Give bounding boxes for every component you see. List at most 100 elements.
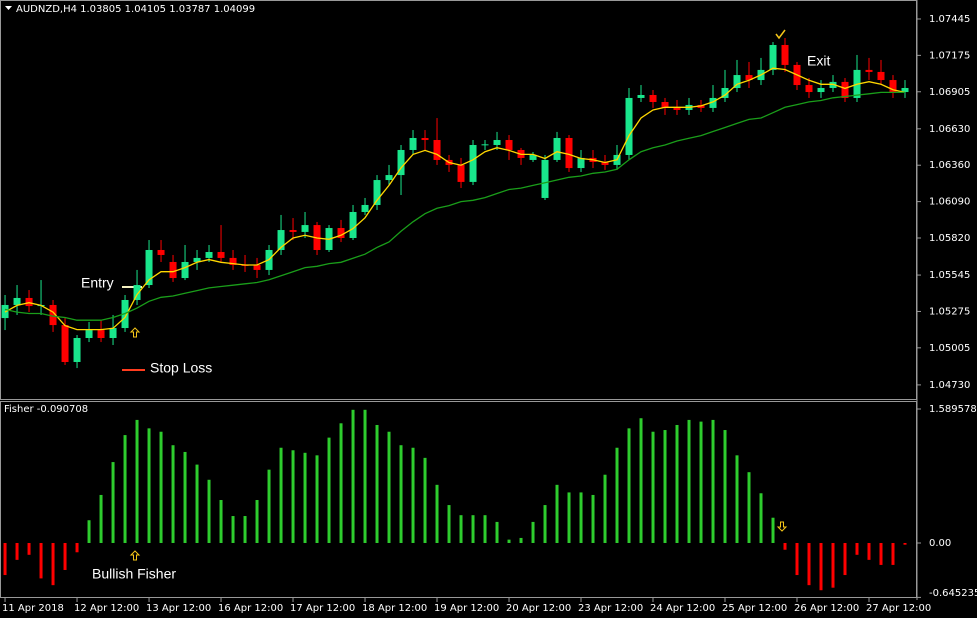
- fisher-bar: [27, 543, 31, 555]
- fisher-bar: [75, 543, 79, 553]
- candle-body: [865, 69, 873, 72]
- candle-body: [733, 75, 741, 88]
- candle-body: [709, 97, 717, 108]
- fisher-bar: [387, 431, 391, 544]
- fisher-bar: [615, 447, 619, 544]
- y-tick-label: 1.07445: [929, 14, 970, 25]
- fisher-bar: [495, 521, 499, 544]
- y-tick-label: 1.06360: [929, 160, 970, 171]
- candle-body: [109, 328, 117, 339]
- fisher-bar: [87, 520, 91, 544]
- x-tick-label: 13 Apr 12:00: [146, 603, 211, 614]
- candle-body: [805, 85, 813, 93]
- fisher-bar: [3, 543, 7, 576]
- fisher-bar: [411, 447, 415, 544]
- candle-body: [145, 249, 153, 286]
- fisher-bar: [183, 451, 187, 544]
- fisher-bar: [519, 537, 523, 544]
- fisher-up-arrow-icon: [129, 550, 141, 561]
- fisher-bar: [135, 419, 139, 544]
- fisher-bar: [879, 543, 883, 565]
- y-tick-label: 1.05820: [929, 233, 970, 244]
- candle-body: [673, 107, 681, 110]
- candle-body: [565, 137, 573, 169]
- fisher-bar: [687, 419, 691, 544]
- x-tick-label: 27 Apr 12:00: [866, 603, 931, 614]
- fisher-bar: [315, 455, 319, 544]
- y-tick-label: 1.06090: [929, 197, 970, 208]
- candle-body: [133, 285, 141, 300]
- candle-body: [337, 228, 345, 238]
- fisher-bar: [327, 437, 331, 544]
- fisher-bar: [219, 500, 223, 544]
- candle-body: [469, 144, 477, 182]
- candle-body: [553, 137, 561, 160]
- x-tick-label: 18 Apr 12:00: [362, 603, 427, 614]
- candle-body: [457, 164, 465, 182]
- fisher-bar: [447, 505, 451, 544]
- fisher-bar: [351, 409, 355, 544]
- x-tick-label: 23 Apr 12:00: [578, 603, 643, 614]
- fisher-bar: [555, 484, 559, 544]
- candle-body: [493, 140, 501, 145]
- candle-body: [229, 257, 237, 265]
- fisher-bar: [723, 430, 727, 544]
- fisher-bar: [543, 505, 547, 544]
- fisher-bar: [339, 423, 343, 544]
- fisher-bar: [51, 543, 55, 586]
- y-tick-label: 1.04730: [929, 380, 970, 391]
- candle-body: [277, 230, 285, 250]
- candle-body: [13, 297, 21, 305]
- fisher-bar: [867, 543, 871, 560]
- fisher-bar: [171, 445, 175, 544]
- x-tick-label: 26 Apr 12:00: [794, 603, 859, 614]
- symbol-menu-icon[interactable]: [5, 6, 12, 10]
- x-tick-label: 19 Apr 12:00: [434, 603, 499, 614]
- fisher-bar: [459, 515, 463, 544]
- fisher-bar: [39, 543, 43, 579]
- fisher-bar: [891, 543, 895, 565]
- fisher-down-arrow-icon: [776, 521, 788, 532]
- candle-body: [409, 137, 417, 150]
- fisher-bar: [363, 409, 367, 544]
- candle-body: [781, 44, 789, 65]
- candle-body: [49, 304, 57, 326]
- x-tick-label: 17 Apr 12:00: [290, 603, 355, 614]
- candle-body: [877, 71, 885, 81]
- y-tick-label: 1.06630: [929, 124, 970, 135]
- y-tick-label: 1.589578: [929, 404, 977, 415]
- fisher-bar: [531, 521, 535, 544]
- candle-body: [85, 330, 93, 339]
- fisher-bar: [195, 464, 199, 544]
- candle-body: [385, 175, 393, 181]
- fisher-bar: [267, 469, 271, 544]
- bullish-fisher-label: Bullish Fisher: [92, 566, 176, 582]
- candle-body: [817, 87, 825, 93]
- candle-body: [505, 140, 513, 150]
- chart-title: AUDNZD,H4 1.03805 1.04105 1.03787 1.0409…: [16, 4, 255, 15]
- fisher-bar: [423, 457, 427, 544]
- candle-body: [97, 330, 105, 339]
- fisher-bar: [63, 543, 67, 570]
- y-tick-label: 1.05005: [929, 343, 970, 354]
- fisher-bar: [651, 431, 655, 544]
- exit-check-icon: [775, 29, 786, 40]
- y-tick-label: 1.06905: [929, 87, 970, 98]
- candle-body: [193, 257, 201, 262]
- candle-body: [433, 140, 441, 160]
- exit-label: Exit: [807, 53, 830, 69]
- fisher-bar: [759, 493, 763, 544]
- fisher-bar: [831, 543, 835, 588]
- fisher-bar: [771, 517, 775, 544]
- fisher-bar: [795, 543, 799, 576]
- fisher-bar: [807, 543, 811, 586]
- candle-body: [421, 137, 429, 141]
- candle-body: [397, 149, 405, 176]
- fisher-bar: [471, 515, 475, 544]
- candle-body: [625, 97, 633, 155]
- fisher-bar: [123, 435, 127, 544]
- fisher-bar: [399, 445, 403, 544]
- candle-body: [661, 102, 669, 108]
- candle-body: [541, 159, 549, 198]
